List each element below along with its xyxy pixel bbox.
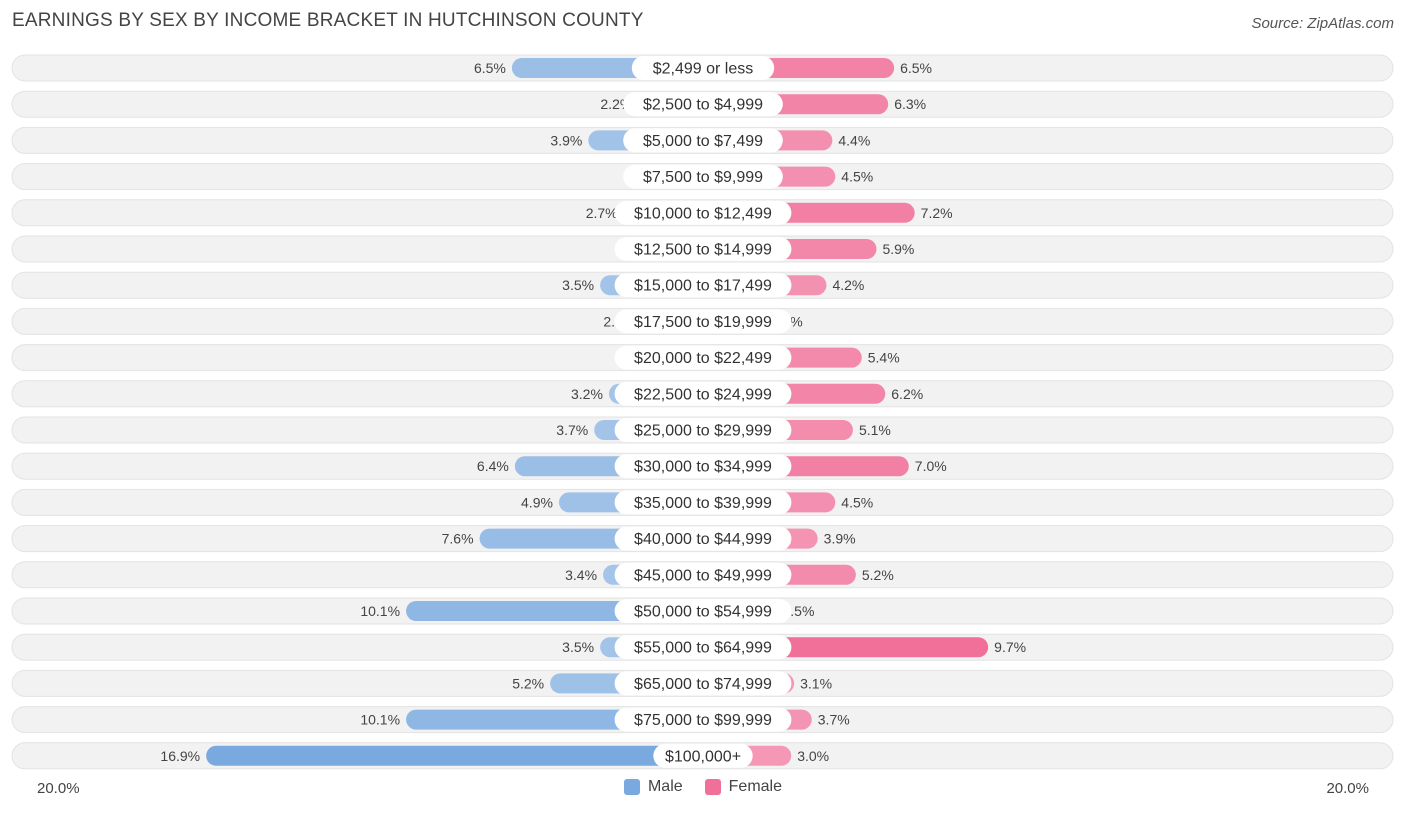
bar-male — [206, 745, 703, 766]
category-label-pill — [623, 128, 783, 153]
value-label-female: 4.5% — [841, 494, 873, 510]
category-label: $75,000 to $99,999 — [634, 712, 772, 729]
axis-label-right: 20.0% — [1326, 780, 1369, 797]
category-label-pill — [614, 707, 792, 732]
value-label-female: 3.0% — [797, 748, 829, 764]
value-label-female: 4.2% — [832, 277, 864, 293]
value-label-female: 4.5% — [841, 169, 873, 185]
value-label-male: 7.6% — [442, 531, 474, 547]
category-label-pill — [653, 743, 753, 768]
value-label-male: 3.4% — [565, 567, 597, 583]
category-label-pill — [614, 671, 792, 696]
category-label: $15,000 to $17,499 — [634, 278, 772, 295]
category-label: $12,500 to $14,999 — [634, 242, 772, 259]
category-label-pill — [614, 599, 792, 623]
legend-item-male[interactable]: Male — [623, 778, 683, 796]
category-label: $50,000 to $54,999 — [634, 604, 772, 621]
legend-swatch-female — [704, 779, 721, 795]
value-label-female: 3.7% — [818, 712, 850, 728]
value-label-female: 3.1% — [800, 675, 832, 691]
legend-label-female: Female — [728, 778, 783, 795]
category-label-pill — [614, 635, 792, 660]
legend-item-female[interactable]: Female — [704, 778, 783, 796]
value-label-female: 6.2% — [891, 386, 923, 402]
value-label-female: 6.5% — [900, 60, 932, 76]
legend-label-male: Male — [647, 778, 683, 795]
value-label-male: 3.5% — [562, 277, 594, 293]
category-label: $55,000 to $64,999 — [634, 640, 772, 657]
category-label-pill — [614, 273, 792, 298]
value-label-male: 2.7% — [586, 205, 618, 221]
value-label-male: 3.9% — [550, 132, 582, 148]
category-label: $65,000 to $74,999 — [634, 676, 772, 693]
value-label-female: 7.0% — [915, 458, 947, 474]
category-label: $25,000 to $29,999 — [634, 423, 772, 440]
value-label-female: 9.7% — [994, 639, 1026, 655]
value-label-female: 5.9% — [882, 241, 914, 257]
category-label-pill — [623, 92, 783, 117]
value-label-male: 3.7% — [556, 422, 588, 438]
value-label-female: 5.1% — [859, 422, 891, 438]
category-label-pill — [614, 200, 792, 225]
value-label-female: 3.9% — [824, 531, 856, 547]
source-note: Source: ZipAtlas.com — [1251, 15, 1394, 32]
category-label: $35,000 to $39,999 — [634, 495, 772, 512]
value-label-male: 3.2% — [571, 386, 603, 402]
category-label: $40,000 to $44,999 — [634, 531, 772, 548]
value-label-female: 4.4% — [838, 132, 870, 148]
category-label-pill — [614, 454, 792, 479]
category-label-pill — [614, 237, 792, 261]
category-label-pill — [614, 345, 792, 370]
value-label-male: 6.4% — [477, 458, 509, 474]
category-label: $45,000 to $49,999 — [634, 567, 772, 584]
category-label: $7,500 to $9,999 — [643, 169, 763, 186]
category-label: $2,500 to $4,999 — [643, 97, 763, 114]
category-label-pill — [614, 381, 792, 406]
legend-swatch-male — [623, 779, 640, 795]
category-label-pill — [614, 490, 792, 515]
value-label-female: 5.4% — [868, 350, 900, 366]
axis-label-left: 20.0% — [37, 780, 80, 797]
value-label-male: 16.9% — [160, 748, 200, 764]
category-label-pill — [614, 562, 792, 587]
legend: Male Female — [0, 778, 1406, 796]
category-label: $17,500 to $19,999 — [634, 314, 772, 331]
value-label-male: 10.1% — [360, 712, 400, 728]
value-label-female: 5.2% — [862, 567, 894, 583]
category-label: $10,000 to $12,499 — [634, 205, 772, 222]
category-label-pill — [614, 526, 792, 551]
category-label: $100,000+ — [665, 748, 741, 765]
value-label-male: 10.1% — [360, 603, 400, 619]
category-label: $30,000 to $34,999 — [634, 459, 772, 476]
category-label: $2,499 or less — [653, 61, 754, 78]
category-label-pill — [631, 56, 775, 80]
category-label-pill — [623, 164, 783, 189]
value-label-female: 6.3% — [894, 96, 926, 112]
category-label: $5,000 to $7,499 — [643, 133, 763, 150]
category-label-pill — [614, 309, 792, 334]
chart-title: EARNINGS BY SEX BY INCOME BRACKET IN HUT… — [12, 10, 644, 31]
category-label: $22,500 to $24,999 — [634, 386, 772, 403]
category-label-pill — [614, 418, 792, 442]
value-label-male: 4.9% — [521, 494, 553, 510]
value-label-female: 7.2% — [921, 205, 953, 221]
value-label-male: 3.5% — [562, 639, 594, 655]
value-label-male: 6.5% — [474, 60, 506, 76]
category-label: $20,000 to $22,499 — [634, 350, 772, 367]
value-label-male: 5.2% — [512, 675, 544, 691]
